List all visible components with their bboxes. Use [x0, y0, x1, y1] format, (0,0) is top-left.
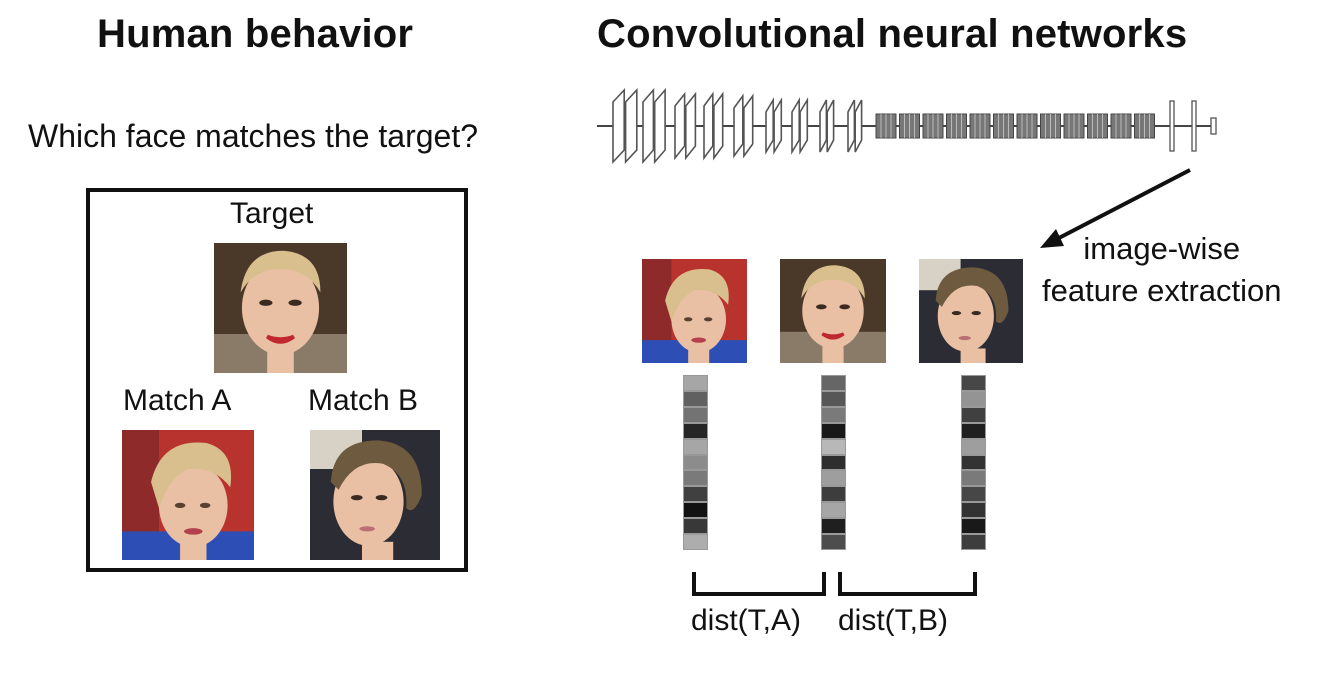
feature-cell: [821, 406, 846, 423]
match-a-label: Match A: [123, 384, 232, 417]
cnn-input-match-b-image: [919, 259, 1023, 363]
cnn-input-match-a-image: [642, 259, 747, 363]
conv-block: [946, 113, 967, 139]
target-label: Target: [230, 197, 314, 230]
feature-cell: [961, 390, 986, 407]
feature-cell: [683, 486, 708, 503]
conv-layer: [819, 99, 835, 153]
conv-block: [969, 113, 991, 139]
triplet-task-box: [86, 188, 468, 572]
feature-cell: [961, 406, 986, 423]
feature-cell: [683, 390, 708, 407]
conv-block: [993, 113, 1014, 139]
feature-cell: [821, 422, 846, 439]
feature-cell: [961, 422, 986, 439]
dist-tb-bracket: [838, 572, 977, 596]
conv-layer: [791, 97, 809, 155]
feature-cell: [821, 438, 846, 455]
feature-cell: [821, 375, 846, 391]
conv-block: [922, 113, 944, 139]
feature-cell: [821, 502, 846, 519]
conv-block: [1110, 113, 1132, 139]
feature-cell: [961, 454, 986, 471]
extraction-arrow-head: [1040, 229, 1064, 248]
conv-block: [1016, 113, 1038, 139]
conv-layer: [847, 99, 863, 153]
feature-cell: [821, 518, 846, 535]
feature-vector-match-b: [961, 375, 986, 550]
feature-cell: [683, 438, 708, 455]
human-behavior-title: Human behavior: [97, 12, 414, 56]
conv-block: [899, 113, 920, 139]
feature-cell: [961, 534, 986, 550]
feature-cell: [683, 406, 708, 423]
conv-layer: [674, 91, 697, 161]
dist-ta-bracket: [692, 572, 826, 596]
match-b-face-image: [310, 430, 440, 560]
conv-block: [1087, 113, 1108, 139]
dist-tb-label: dist(T,B): [838, 604, 949, 637]
conv-block: [875, 113, 897, 139]
task-question: Which face matches the target?: [28, 118, 478, 154]
feature-cell: [821, 390, 846, 407]
feature-cell: [683, 470, 708, 487]
conv-block: [1134, 113, 1155, 139]
conv-layer: [765, 97, 783, 155]
conv-layer: [733, 93, 754, 159]
annotation-line-1: image-wise: [1083, 231, 1241, 266]
fc-layers: [1169, 100, 1217, 152]
cnn-title: Convolutional neural networks: [597, 12, 1188, 56]
feature-cell: [683, 518, 708, 535]
feature-vector-match-a: [683, 375, 708, 550]
feature-cell: [961, 486, 986, 503]
feature-extraction-annotation: image-wise feature extraction: [1042, 228, 1282, 312]
target-face-image: [214, 243, 347, 373]
match-a-face-image: [122, 430, 254, 560]
feature-cell: [961, 518, 986, 535]
feature-cell: [683, 375, 708, 391]
extraction-arrow-shaft: [1056, 168, 1191, 241]
feature-cell: [683, 454, 708, 471]
feature-cell: [961, 375, 986, 391]
conv-layer: [642, 87, 666, 165]
feature-cell: [821, 486, 846, 503]
feature-cell: [961, 438, 986, 455]
match-b-label: Match B: [308, 384, 419, 417]
feature-cell: [821, 454, 846, 471]
annotation-line-2: feature extraction: [1042, 273, 1282, 308]
cnn-input-target-image: [780, 259, 886, 363]
conv-layer: [612, 87, 638, 165]
conv-block: [1063, 113, 1085, 139]
conv-block: [1040, 113, 1061, 139]
feature-cell: [961, 470, 986, 487]
feature-cell: [683, 534, 708, 550]
conv-layer: [703, 91, 724, 161]
feature-cell: [821, 534, 846, 550]
feature-cell: [683, 422, 708, 439]
feature-cell: [683, 502, 708, 519]
feature-cell: [961, 502, 986, 519]
cnn-layer-stack: [597, 87, 1217, 165]
dist-ta-label: dist(T,A): [691, 604, 802, 637]
feature-cell: [821, 470, 846, 487]
feature-vector-target: [821, 375, 846, 550]
